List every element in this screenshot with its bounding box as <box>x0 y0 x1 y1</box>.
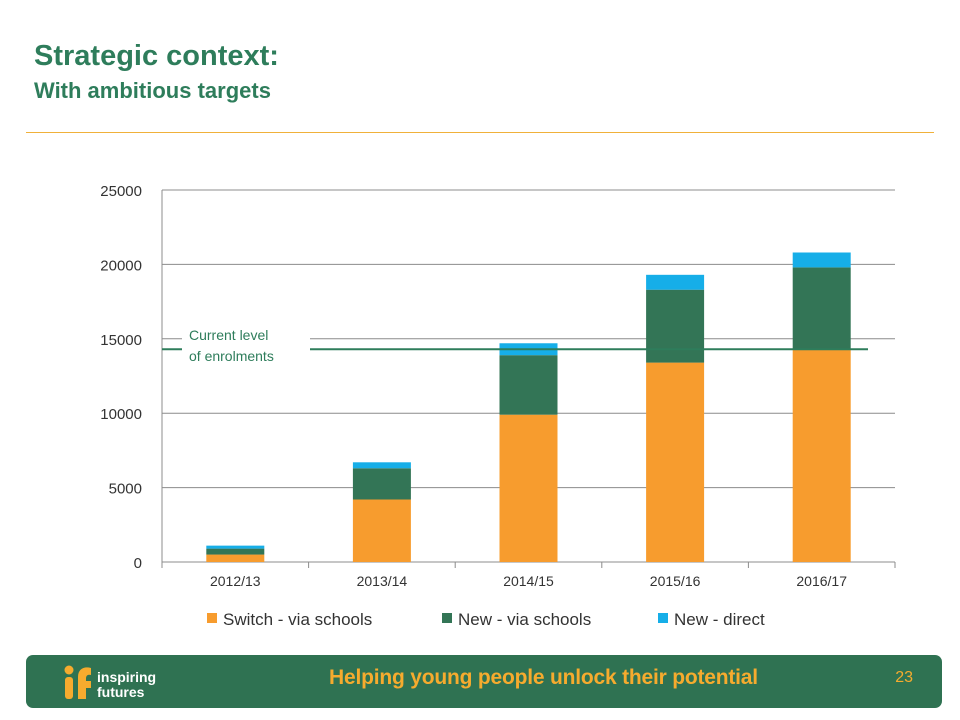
x-tick-label: 2015/16 <box>650 573 701 589</box>
slide-subtitle: With ambitious targets <box>34 78 271 103</box>
current-level-label-line2: of enrolments <box>189 348 274 364</box>
bar-new-direct-2012-13 <box>206 545 265 549</box>
stacked-bar-chart: 0 5000 10000 15000 20000 25000 2012/13 2013/14 2… <box>100 183 896 629</box>
bar-new-via-schools-2013-14 <box>352 468 411 500</box>
logo-text-futures: futures <box>97 684 145 700</box>
bar-switch-via-schools-2016-17 <box>792 349 851 562</box>
y-tick-label: 0 <box>134 555 142 572</box>
y-tick-label: 20000 <box>100 257 142 274</box>
x-tick-label: 2013/14 <box>357 573 408 589</box>
legend-swatch <box>207 613 217 623</box>
inspiring-futures-logo: inspiring futures <box>64 665 156 700</box>
bar-new-direct-2016-17 <box>792 252 851 268</box>
x-tick-label: 2014/15 <box>503 573 554 589</box>
bar-new-direct-2015-16 <box>646 274 705 290</box>
bar-switch-via-schools-2013-14 <box>352 499 411 562</box>
y-tick-label: 10000 <box>100 406 142 423</box>
bar-new-direct-2013-14 <box>352 462 411 469</box>
bar-new-via-schools-2016-17 <box>792 267 851 350</box>
footer-banner: inspiring futures Helping young people u… <box>26 655 942 708</box>
bar-new-via-schools-2015-16 <box>646 289 705 363</box>
bar-new-via-schools-2012-13 <box>206 548 265 555</box>
legend-label: New - via schools <box>458 610 591 629</box>
current-level-label-line1: Current level <box>189 327 268 343</box>
y-tick-label: 25000 <box>100 183 142 200</box>
y-tick-label: 5000 <box>109 481 142 498</box>
title-divider <box>26 132 934 133</box>
current-level-label-box <box>182 322 310 372</box>
x-tick-label: 2012/13 <box>210 573 261 589</box>
footer-tagline: Helping young people unlock their potent… <box>329 666 758 689</box>
bar-switch-via-schools-2012-13 <box>206 554 265 562</box>
bar-new-via-schools-2014-15 <box>499 355 558 415</box>
logo-text-inspiring: inspiring <box>97 669 156 685</box>
bar-switch-via-schools-2014-15 <box>499 414 558 562</box>
slide-title: Strategic context: <box>34 40 279 72</box>
legend-swatch <box>442 613 452 623</box>
page-number: 23 <box>895 669 913 686</box>
y-tick-label: 15000 <box>100 332 142 349</box>
x-tick-label: 2016/17 <box>796 573 847 589</box>
bar-switch-via-schools-2015-16 <box>646 362 705 562</box>
legend-label: New - direct <box>674 610 765 629</box>
legend-swatch <box>658 613 668 623</box>
legend-label: Switch - via schools <box>223 610 372 629</box>
